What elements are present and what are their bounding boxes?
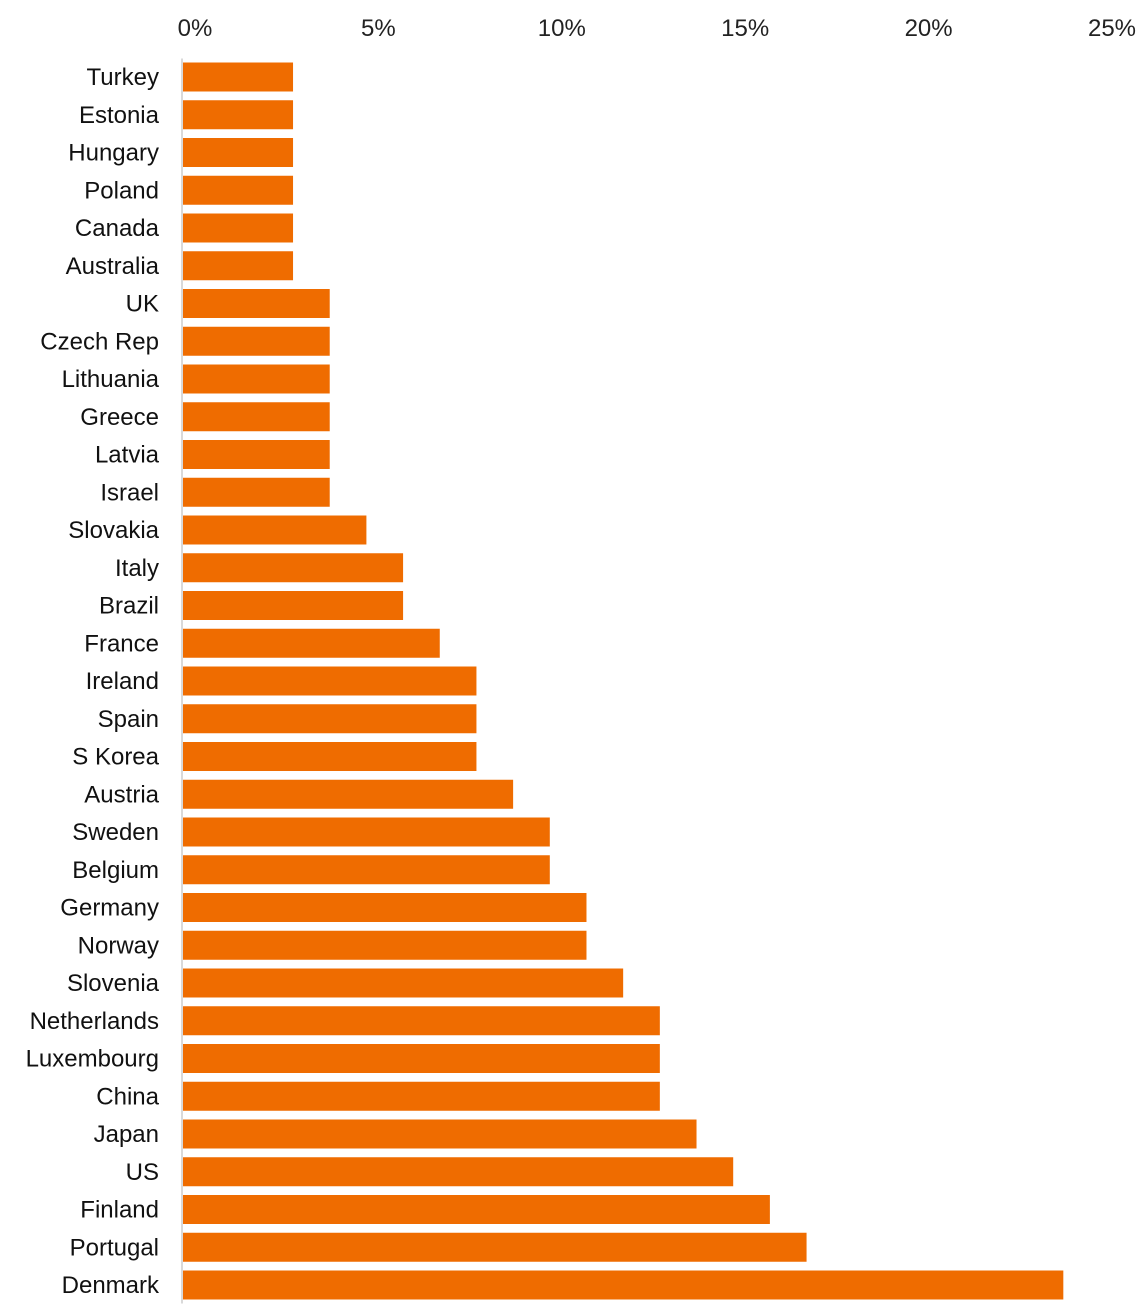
bar	[183, 1081, 660, 1111]
bar	[183, 515, 367, 545]
category-label: US	[126, 1159, 159, 1186]
x-tick-label: 0%	[178, 15, 213, 42]
category-label: Brazil	[99, 593, 159, 620]
x-tick-label: 10%	[538, 15, 586, 42]
bar	[183, 440, 330, 469]
bar	[183, 62, 294, 92]
category-label: Belgium	[72, 857, 159, 884]
bar	[183, 326, 330, 356]
category-label: Netherlands	[30, 1008, 159, 1035]
x-tick-label: 15%	[721, 15, 769, 42]
x-tick-label: 20%	[905, 15, 953, 42]
bar	[183, 251, 294, 281]
bar	[183, 779, 514, 809]
category-label: Denmark	[62, 1272, 160, 1299]
bar	[183, 100, 294, 130]
bar	[183, 477, 330, 507]
bar	[183, 402, 330, 432]
bar	[183, 1044, 660, 1073]
category-label: Israel	[100, 479, 159, 506]
x-axis-ticks: 0% 5% 10% 15% 20% 25%	[178, 15, 1136, 42]
bar	[183, 666, 477, 696]
x-tick-label: 5%	[361, 15, 396, 42]
bar	[183, 930, 587, 960]
category-label: Portugal	[70, 1234, 159, 1261]
category-label: Lithuania	[62, 366, 160, 393]
bar	[183, 553, 404, 583]
bars	[183, 62, 1064, 1300]
category-label: Sweden	[72, 819, 159, 846]
bar	[183, 1195, 770, 1224]
category-label: Greece	[80, 404, 159, 431]
category-label: Poland	[84, 177, 159, 204]
category-label: Germany	[60, 895, 159, 922]
bar	[183, 289, 330, 318]
category-label: UK	[126, 291, 159, 318]
bar	[183, 628, 440, 658]
category-labels: Turkey Estonia Hungary Poland Canada Australi…	[26, 64, 160, 1299]
category-label: Italy	[115, 555, 159, 582]
category-label: Canada	[75, 215, 160, 242]
bar	[183, 591, 404, 620]
bar	[183, 213, 294, 243]
bar	[183, 817, 550, 847]
category-label: Latvia	[95, 442, 160, 469]
bar	[183, 855, 550, 885]
category-label: Spain	[98, 706, 159, 733]
category-label: Japan	[94, 1121, 159, 1148]
category-label: Hungary	[68, 140, 159, 167]
category-label: France	[84, 630, 159, 657]
bar	[183, 138, 294, 167]
bar	[183, 742, 477, 771]
category-label: Slovenia	[67, 970, 160, 997]
category-label: Ireland	[86, 668, 159, 695]
category-label: Slovakia	[68, 517, 159, 544]
bar	[183, 1157, 734, 1187]
category-label: Luxembourg	[26, 1046, 159, 1073]
category-label: Turkey	[87, 64, 159, 91]
category-label: S Korea	[72, 744, 159, 771]
category-label: Finland	[80, 1197, 159, 1224]
bar	[183, 175, 294, 205]
category-label: Czech Rep	[40, 328, 159, 355]
category-label: Austria	[84, 781, 159, 808]
category-label: Australia	[66, 253, 160, 280]
category-label: Norway	[78, 932, 159, 959]
bar	[183, 1232, 807, 1262]
bar	[183, 968, 624, 998]
category-label: China	[96, 1083, 159, 1110]
bar	[183, 364, 330, 394]
bar	[183, 704, 477, 734]
bar	[183, 1006, 660, 1036]
bar	[183, 1119, 697, 1149]
category-label: Estonia	[79, 102, 160, 129]
x-tick-label: 25%	[1088, 15, 1136, 42]
bar	[183, 893, 587, 922]
bar	[183, 1270, 1064, 1300]
